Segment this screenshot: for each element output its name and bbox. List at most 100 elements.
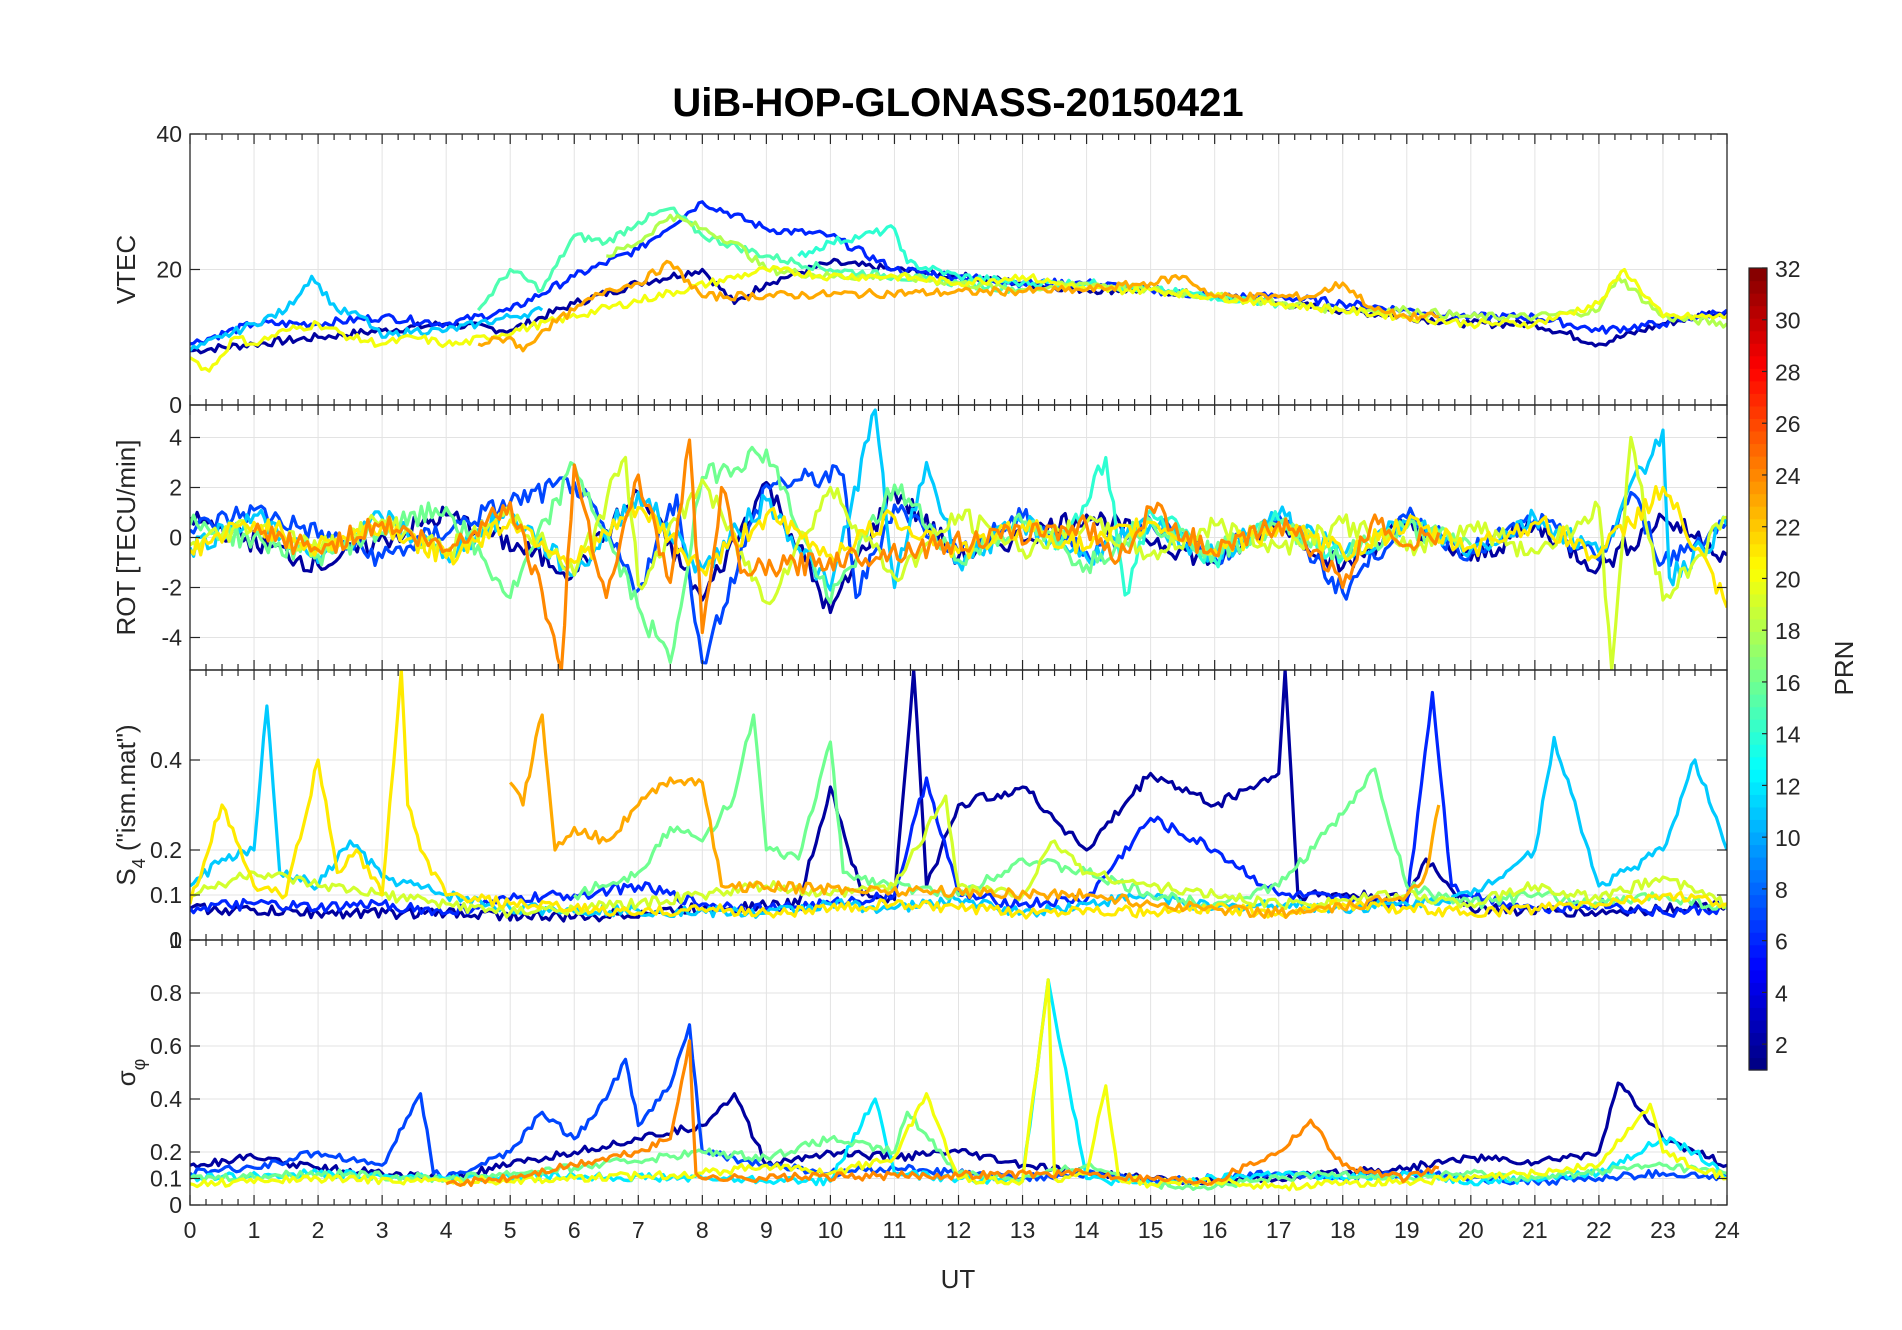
colorbar-segment: [1749, 957, 1767, 971]
x-tick-label: 20: [1458, 1217, 1484, 1243]
colorbar-segment: [1749, 518, 1767, 532]
colorbar-segment: [1749, 581, 1767, 595]
panel-vtec: 0 20 40 VTEC: [111, 121, 1728, 418]
colorbar-segment: [1749, 719, 1767, 733]
series-line-prn-19: [190, 435, 1727, 670]
colorbar-segment: [1749, 669, 1767, 683]
colorbar-segment: [1749, 806, 1767, 820]
colorbar-segment: [1749, 543, 1767, 557]
colorbar-segment: [1749, 882, 1767, 896]
x-tick-label: 5: [504, 1217, 517, 1243]
x-tick-label: 14: [1074, 1217, 1100, 1243]
colorbar-tick-label: 28: [1775, 359, 1801, 385]
y-tick-label-rot: 2: [169, 475, 182, 501]
x-tick-label: 24: [1714, 1217, 1740, 1243]
colorbar-segment: [1749, 531, 1767, 545]
series-line-prn-14: [797, 224, 1280, 309]
panel-s4: 00.10.20.4S4 ("ism.mat"): [111, 669, 1728, 953]
colorbar-segment: [1749, 268, 1767, 282]
colorbar-segment: [1749, 794, 1767, 808]
colorbar-segment: [1749, 907, 1767, 921]
y-tick-label-s4: 0: [169, 927, 182, 953]
y-axis-label-main: σ: [111, 1070, 141, 1086]
colorbar-segment: [1749, 1007, 1767, 1021]
series-group-rot: [190, 408, 1727, 670]
x-axis-label: UT: [941, 1264, 976, 1294]
colorbar-segment: [1749, 856, 1767, 871]
colorbar-segment: [1749, 1019, 1767, 1034]
colorbar-tick-label: 14: [1775, 722, 1801, 748]
colorbar-segment: [1749, 318, 1767, 332]
x-tick-label: 0: [184, 1217, 197, 1243]
y-axis-label-rest: ("ism.mat"): [111, 724, 141, 858]
colorbar-label: PRN: [1829, 641, 1859, 696]
colorbar-segment: [1749, 380, 1767, 394]
ticks-rot: [189, 405, 1728, 670]
y-tick-label-vtec: 0: [169, 392, 182, 418]
series-line-prn-2: [190, 480, 1727, 615]
colorbar-segment: [1749, 656, 1767, 670]
colorbar-segment: [1749, 343, 1767, 357]
x-tick-label: 23: [1650, 1217, 1676, 1243]
colorbar-tick-label: 10: [1775, 825, 1801, 851]
colorbar-segment: [1749, 1057, 1767, 1071]
colorbar-segment: [1749, 506, 1767, 520]
x-tick-label: 9: [760, 1217, 773, 1243]
colorbar-tick-label: 2: [1775, 1032, 1788, 1058]
series-line-prn-20: [190, 978, 1727, 1192]
y-tick-label-s4: 0.2: [150, 837, 182, 863]
colorbar-segment: [1749, 769, 1767, 783]
colorbar-segment: [1749, 969, 1767, 983]
y-tick-label-sigma_phi: 0.8: [150, 980, 182, 1006]
y-tick-label-sigma_phi: 0.4: [150, 1086, 182, 1112]
x-tick-label: 15: [1138, 1217, 1164, 1243]
colorbar-segment: [1749, 556, 1767, 570]
y-tick-label-rot: 4: [169, 425, 182, 451]
y-axis-label-s4: S4 ("ism.mat"): [111, 724, 149, 885]
colorbar-segment: [1749, 355, 1767, 369]
colorbar-segment: [1749, 1032, 1767, 1046]
ticks-vtec: [189, 133, 1728, 406]
colorbar-segment: [1749, 706, 1767, 720]
x-tick-label: 11: [883, 1217, 907, 1243]
x-tick-label: 3: [376, 1217, 389, 1243]
colorbar-segment: [1749, 405, 1767, 419]
y-tick-label-s4: 0.4: [150, 747, 182, 773]
series-line-prn-21: [190, 485, 1727, 609]
y-tick-label-sigma_phi: 0.2: [150, 1139, 182, 1165]
colorbar-segment: [1749, 932, 1767, 946]
y-axis-label-sigma_phi: σφ: [111, 1059, 149, 1087]
colorbar-segment: [1749, 1044, 1767, 1059]
colorbar-segment: [1749, 756, 1767, 770]
y-tick-label-sigma_phi: 0: [169, 1192, 182, 1218]
y-tick-label-rot: -2: [162, 575, 182, 601]
colorbar-segment: [1749, 944, 1767, 958]
colorbar-tick-label: 26: [1775, 411, 1801, 437]
series-group-vtec: [190, 200, 1727, 373]
series-line-prn-23: [477, 259, 1439, 353]
colorbar-segment: [1749, 430, 1767, 445]
colorbar-segment: [1749, 781, 1767, 795]
x-axis: 0 1 2 3 4 5 6 7 8 9 10 11 12 13 14 15 16 17 18 19 20 21 22 23 24: [184, 1217, 1740, 1243]
series-line-prn-21: [190, 670, 1727, 920]
x-tick-label: 18: [1330, 1217, 1356, 1243]
colorbar-tick-label: 4: [1775, 980, 1788, 1006]
y-axis-label-main: S: [111, 868, 141, 885]
x-tick-label: 4: [440, 1217, 453, 1243]
x-tick-label: 16: [1202, 1217, 1228, 1243]
colorbar-tick-label: 8: [1775, 877, 1788, 903]
colorbar-segment: [1749, 631, 1767, 645]
x-tick-label: 22: [1586, 1217, 1612, 1243]
series-line-prn-24: [445, 1039, 1440, 1187]
colorbar-segment: [1749, 493, 1767, 507]
x-tick-label: 17: [1266, 1217, 1292, 1243]
colorbar-segment: [1749, 368, 1767, 382]
ticks-sigma_phi: [189, 939, 1728, 1206]
y-tick-label-vtec: 40: [156, 121, 182, 147]
colorbar-segment: [1749, 618, 1767, 633]
colorbar-tick-label: 16: [1775, 670, 1801, 696]
